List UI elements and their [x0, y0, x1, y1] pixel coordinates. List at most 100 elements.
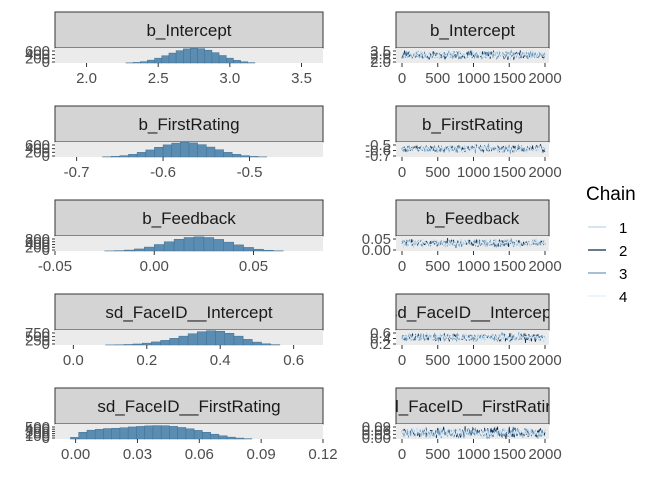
trace-x-tick-label: 2000 — [528, 446, 561, 463]
trace-x-tick-label: 1500 — [493, 446, 526, 463]
trace-x-tick-label: 500 — [425, 164, 450, 181]
trace-y-tick-label: 0.09 — [362, 419, 391, 436]
hist-bar — [224, 332, 235, 346]
facet-row-4: sd_FaceID__FirstRating50040030020010000.… — [25, 387, 562, 463]
hist-x-tick-label: 0.2 — [136, 352, 157, 369]
hist-bar — [211, 52, 220, 64]
hist-bar — [136, 152, 147, 158]
hist-y-tick-label: 0 — [42, 148, 50, 165]
trace-y-tick-label: 0.00 — [362, 242, 391, 259]
trace-line-chain-4 — [401, 144, 546, 154]
hist-bar — [235, 437, 244, 440]
hist-x-tick-label: -0.5 — [237, 164, 263, 181]
hist-bar — [160, 425, 170, 440]
trace-strip — [395, 11, 550, 49]
hist-x-tick-label: 0.06 — [185, 446, 214, 463]
hist-strip-label: b_Feedback — [142, 209, 236, 228]
hist-bar — [218, 435, 228, 440]
trace-x-tick-label: 1000 — [457, 258, 490, 275]
trace-y-tick-label: -0.5 — [365, 137, 391, 154]
hist-y-tick-label: 600 — [25, 43, 50, 60]
hist-bar — [161, 55, 170, 64]
hist-x-tick-label: 0.09 — [247, 446, 276, 463]
trace-y-tick-label: 0.05 — [362, 231, 391, 248]
hist-strip — [54, 387, 324, 425]
trace-x-tick-label: 500 — [425, 446, 450, 463]
hist-bar — [231, 154, 242, 158]
trace-x-tick-label: 2000 — [528, 70, 561, 87]
trace-x-tick-label: 2000 — [528, 258, 561, 275]
hist-bar — [169, 338, 180, 346]
trace-x-tick-label: 1500 — [493, 352, 526, 369]
hist-bar — [132, 343, 143, 346]
hist-bar — [223, 152, 233, 158]
hist-x-tick-label: 2.0 — [76, 70, 97, 87]
hist-bar — [214, 149, 224, 158]
hist-bar — [252, 341, 262, 346]
hist-y-tick-label: 400 — [25, 141, 50, 158]
hist-y-tick-label: 400 — [25, 47, 50, 64]
hist-bar — [154, 244, 165, 252]
hist-bar — [197, 144, 207, 158]
trace-strip — [395, 293, 550, 331]
hist-y-tick-label: 0 — [42, 54, 50, 71]
trace-x-tick-label: 0 — [398, 258, 406, 275]
hist-bar — [226, 436, 236, 440]
hist-bar — [215, 330, 226, 346]
hist-bar — [123, 344, 134, 346]
trace-y-tick-label: 2.0 — [370, 54, 391, 71]
legend-label-chain-1: 1 — [619, 220, 627, 237]
trace-strip — [395, 199, 550, 237]
hist-bar — [171, 142, 181, 158]
hist-strip — [54, 105, 324, 143]
hist-bar — [173, 238, 185, 252]
trace-line-chain-4 — [401, 50, 546, 62]
hist-bar — [206, 330, 216, 346]
hist-x-tick-label: 0.00 — [140, 258, 169, 275]
hist-bar — [132, 62, 141, 64]
hist-bar — [206, 146, 216, 158]
hist-bar — [197, 331, 207, 346]
hist-x-tick-label: 0.00 — [61, 446, 90, 463]
trace-x-tick-label: 1500 — [493, 70, 526, 87]
trace-strip-label: sd_FaceID__Intercept — [389, 303, 557, 322]
trace-y-tick-label: 3.5 — [370, 43, 391, 60]
legend-title: Chain — [586, 184, 636, 205]
hist-bar — [193, 430, 203, 440]
trace-x-tick-label: 1500 — [493, 258, 526, 275]
hist-bar — [175, 50, 184, 64]
hist-bar — [110, 156, 121, 158]
hist-x-tick-label: 0.12 — [308, 446, 337, 463]
hist-strip — [54, 199, 324, 237]
trace-strip-label: b_Intercept — [430, 21, 515, 40]
hist-x-tick-label: 0.6 — [283, 352, 304, 369]
hist-bar — [169, 426, 178, 440]
hist-x-tick-label: 0.0 — [63, 352, 84, 369]
trace-x-tick-label: 0 — [398, 70, 406, 87]
trace-y-tick-label: 0.6 — [370, 325, 391, 342]
trace-x-tick-label: 1000 — [457, 352, 490, 369]
hist-y-tick-label: 250 — [25, 332, 50, 349]
hist-bar — [183, 48, 191, 64]
trace-line-chain-4 — [401, 332, 546, 343]
trace-y-tick-label: -0.6 — [365, 143, 391, 160]
hist-bar — [152, 425, 162, 440]
hist-strip-label: sd_FaceID__FirstRating — [97, 397, 280, 416]
hist-bar — [249, 156, 259, 158]
trace-line-chain-4 — [401, 238, 546, 248]
trace-x-tick-label: 500 — [425, 352, 450, 369]
hist-strip-label: b_Intercept — [146, 21, 231, 40]
hist-bar — [233, 244, 244, 252]
hist-bar — [162, 144, 172, 158]
hist-y-tick-label: 600 — [25, 234, 50, 251]
hist-y-tick-label: 0 — [42, 336, 50, 353]
trace-y-tick-label: 0.03 — [362, 426, 391, 443]
hist-bar — [190, 47, 198, 64]
hist-bar — [124, 249, 135, 252]
hist-y-tick-label: 800 — [25, 231, 50, 248]
hist-bar — [263, 250, 274, 252]
